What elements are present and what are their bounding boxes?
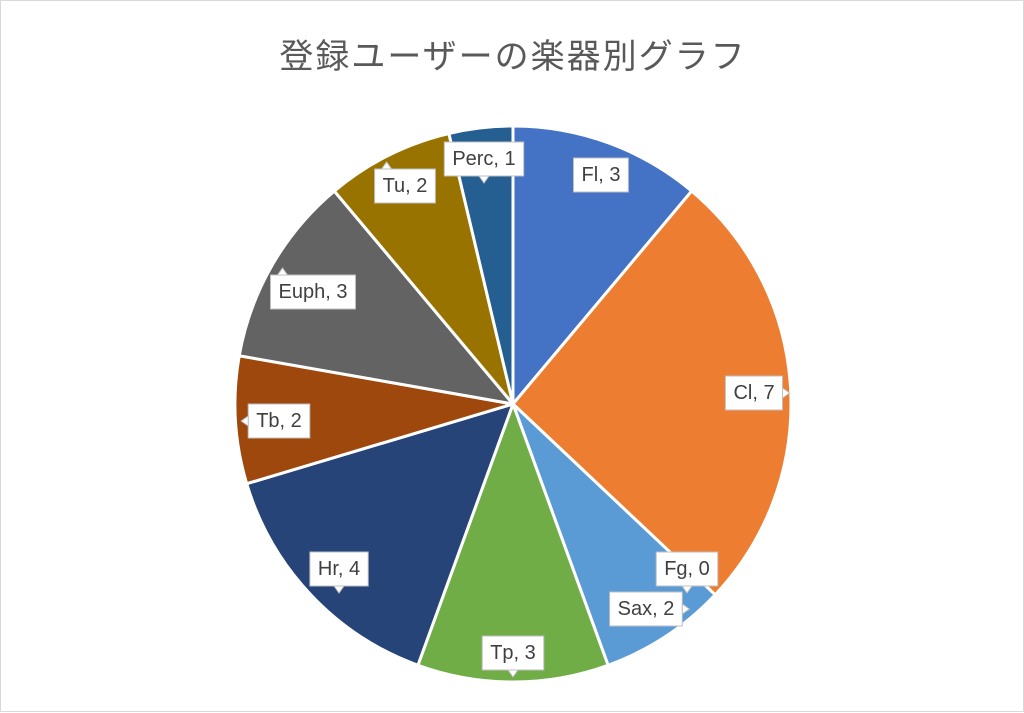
pie-slice-tb	[233, 354, 515, 486]
data-label-tu: Tu, 2	[374, 161, 436, 204]
pie-slice-tp	[416, 402, 610, 684]
svg-text:Hr, 4: Hr, 4	[318, 558, 360, 580]
data-label-box	[374, 168, 436, 204]
svg-text:Euph, 3: Euph, 3	[279, 281, 348, 303]
callout-pointer	[681, 585, 693, 594]
data-label-euph: Euph, 3	[270, 267, 356, 310]
data-label-box	[270, 274, 356, 310]
data-label-fl: Fl, 3	[573, 157, 629, 193]
callout-pointer	[380, 161, 393, 170]
data-label-box	[655, 551, 719, 587]
svg-text:Fg, 0: Fg, 0	[664, 558, 710, 580]
data-label-sax: Sax, 2	[609, 591, 691, 627]
pie-slice-euph	[237, 189, 515, 406]
callout-pointer	[478, 175, 490, 184]
callout-pointer	[276, 267, 289, 276]
callout-pointer	[782, 387, 791, 399]
svg-text:Tu, 2: Tu, 2	[383, 175, 428, 197]
svg-text:Sax, 2: Sax, 2	[618, 598, 675, 620]
data-label-cl: Cl, 7	[724, 375, 791, 411]
pie-slice-perc	[447, 124, 515, 406]
svg-text:Perc, 1: Perc, 1	[452, 148, 515, 170]
svg-text:Tb, 2: Tb, 2	[256, 410, 302, 432]
svg-text:Cl, 7: Cl, 7	[733, 382, 774, 404]
callout-pointer	[333, 585, 345, 594]
data-labels: Fl, 3 Cl, 7 Fg, 0 Sax, 2 Tp, 3 Hr, 4 Tb, 2 Euph…	[240, 141, 791, 678]
pie-slices	[233, 124, 793, 684]
pie-slice-hr	[245, 402, 515, 667]
pie-slice-fl	[511, 124, 694, 406]
data-label-tp: Tp, 3	[481, 635, 545, 678]
callout-pointer	[240, 415, 249, 427]
data-label-box	[443, 141, 525, 177]
data-label-fg: Fg, 0	[655, 551, 719, 594]
svg-text:Tp, 3: Tp, 3	[490, 642, 536, 664]
callout-pointer	[507, 669, 519, 678]
chart-title: 登録ユーザーの楽器別グラフ	[279, 37, 747, 77]
data-label-hr: Hr, 4	[309, 551, 369, 594]
data-label-perc: Perc, 1	[443, 141, 525, 184]
callout-pointer	[681, 603, 691, 615]
data-label-tb: Tb, 2	[240, 403, 311, 439]
pie-slice-cl	[511, 189, 793, 597]
svg-text:Fl, 3: Fl, 3	[582, 164, 621, 186]
data-label-box	[573, 157, 629, 193]
data-label-box	[724, 375, 784, 411]
